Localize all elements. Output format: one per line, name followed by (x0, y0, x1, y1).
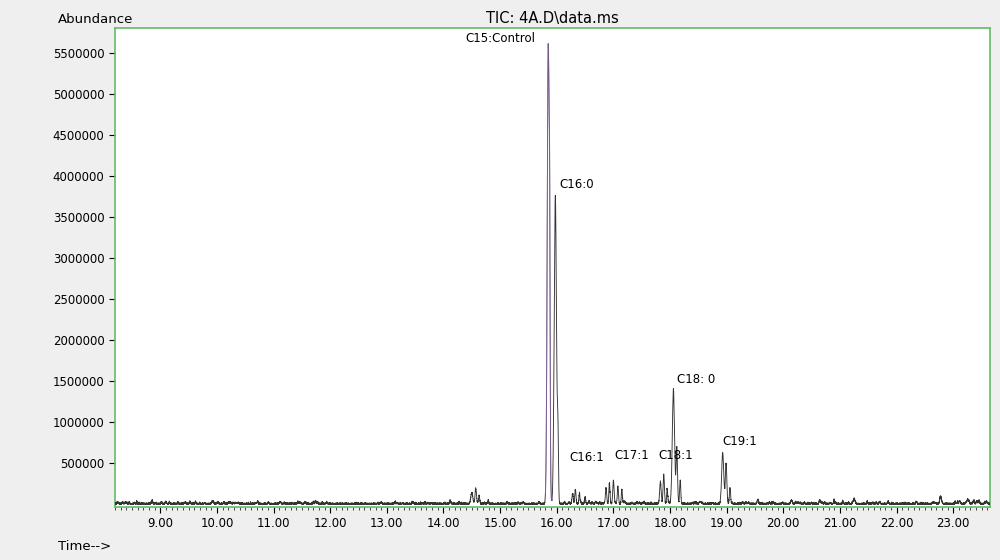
Text: C17:1: C17:1 (615, 450, 649, 463)
Text: C18: 0: C18: 0 (677, 373, 715, 386)
Text: Abundance: Abundance (58, 13, 134, 26)
Text: C18:1: C18:1 (659, 450, 693, 463)
Text: TIC: 4A.D\data.ms: TIC: 4A.D\data.ms (486, 11, 619, 26)
Text: C15:Control: C15:Control (465, 32, 535, 45)
Text: C19:1: C19:1 (722, 435, 757, 447)
Text: Time-->: Time--> (58, 540, 111, 553)
Text: C16:0: C16:0 (560, 179, 594, 192)
Text: C16:1: C16:1 (569, 451, 604, 464)
